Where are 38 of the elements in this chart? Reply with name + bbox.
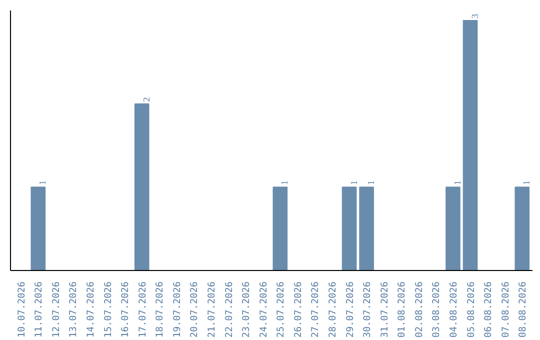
data-label: 1 [522, 180, 533, 186]
x-tick-label: 07.08.2026 [500, 281, 512, 338]
data-label: 1 [280, 180, 291, 186]
data-label: 1 [350, 180, 360, 186]
x-tick-label: 01.08.2026 [396, 281, 408, 338]
x-tick-label: 20.07.2026 [189, 281, 200, 338]
x-tick-label: 27.07.2026 [310, 281, 322, 338]
x-tick-label: 17.07.2026 [137, 281, 148, 338]
x-tick-label: 08.08.2026 [518, 281, 529, 338]
x-tick-label: 14.07.2026 [86, 281, 97, 338]
x-tick-label: 29.07.2026 [344, 281, 356, 338]
x-tick-label: 25.07.2026 [276, 281, 287, 338]
data-label: 1 [453, 180, 464, 186]
x-tick-label: 21.07.2026 [206, 281, 218, 338]
x-tick-label: 10.07.2026 [16, 281, 28, 338]
x-tick-label: 02.08.2026 [414, 281, 425, 338]
x-tick-label: 31.07.2026 [379, 281, 390, 338]
x-tick-label: 18.07.2026 [154, 281, 166, 338]
x-tick-label: 22.07.2026 [224, 281, 235, 338]
x-tick-label: 13.07.2026 [68, 281, 80, 338]
data-label: 1 [38, 180, 49, 186]
x-tick-label: 24.07.2026 [258, 281, 270, 338]
x-tick-label: 12.07.2026 [50, 281, 62, 338]
x-tick-label: 26.07.2026 [292, 281, 304, 338]
data-label: 1 [367, 180, 378, 186]
x-tick-label: 19.07.2026 [172, 281, 183, 338]
data-label: 3 [470, 14, 481, 18]
data-label: 2 [142, 96, 152, 102]
x-tick-label: 30.07.2026 [362, 281, 374, 338]
x-tick-label: 03.08.2026 [431, 281, 442, 338]
x-tick-label: 04.08.2026 [448, 281, 460, 338]
x-tick-label: 23.07.2026 [241, 281, 252, 338]
x-tick-label: 06.08.2026 [483, 281, 494, 338]
x-tick-label: 05.08.2026 [466, 281, 477, 338]
x-tick-label: 28.07.2026 [327, 281, 338, 338]
x-tick-label: 16.07.2026 [120, 281, 132, 338]
x-tick-label: 11.07.2026 [34, 281, 45, 338]
x-tick-label: 15.07.2026 [102, 281, 114, 338]
